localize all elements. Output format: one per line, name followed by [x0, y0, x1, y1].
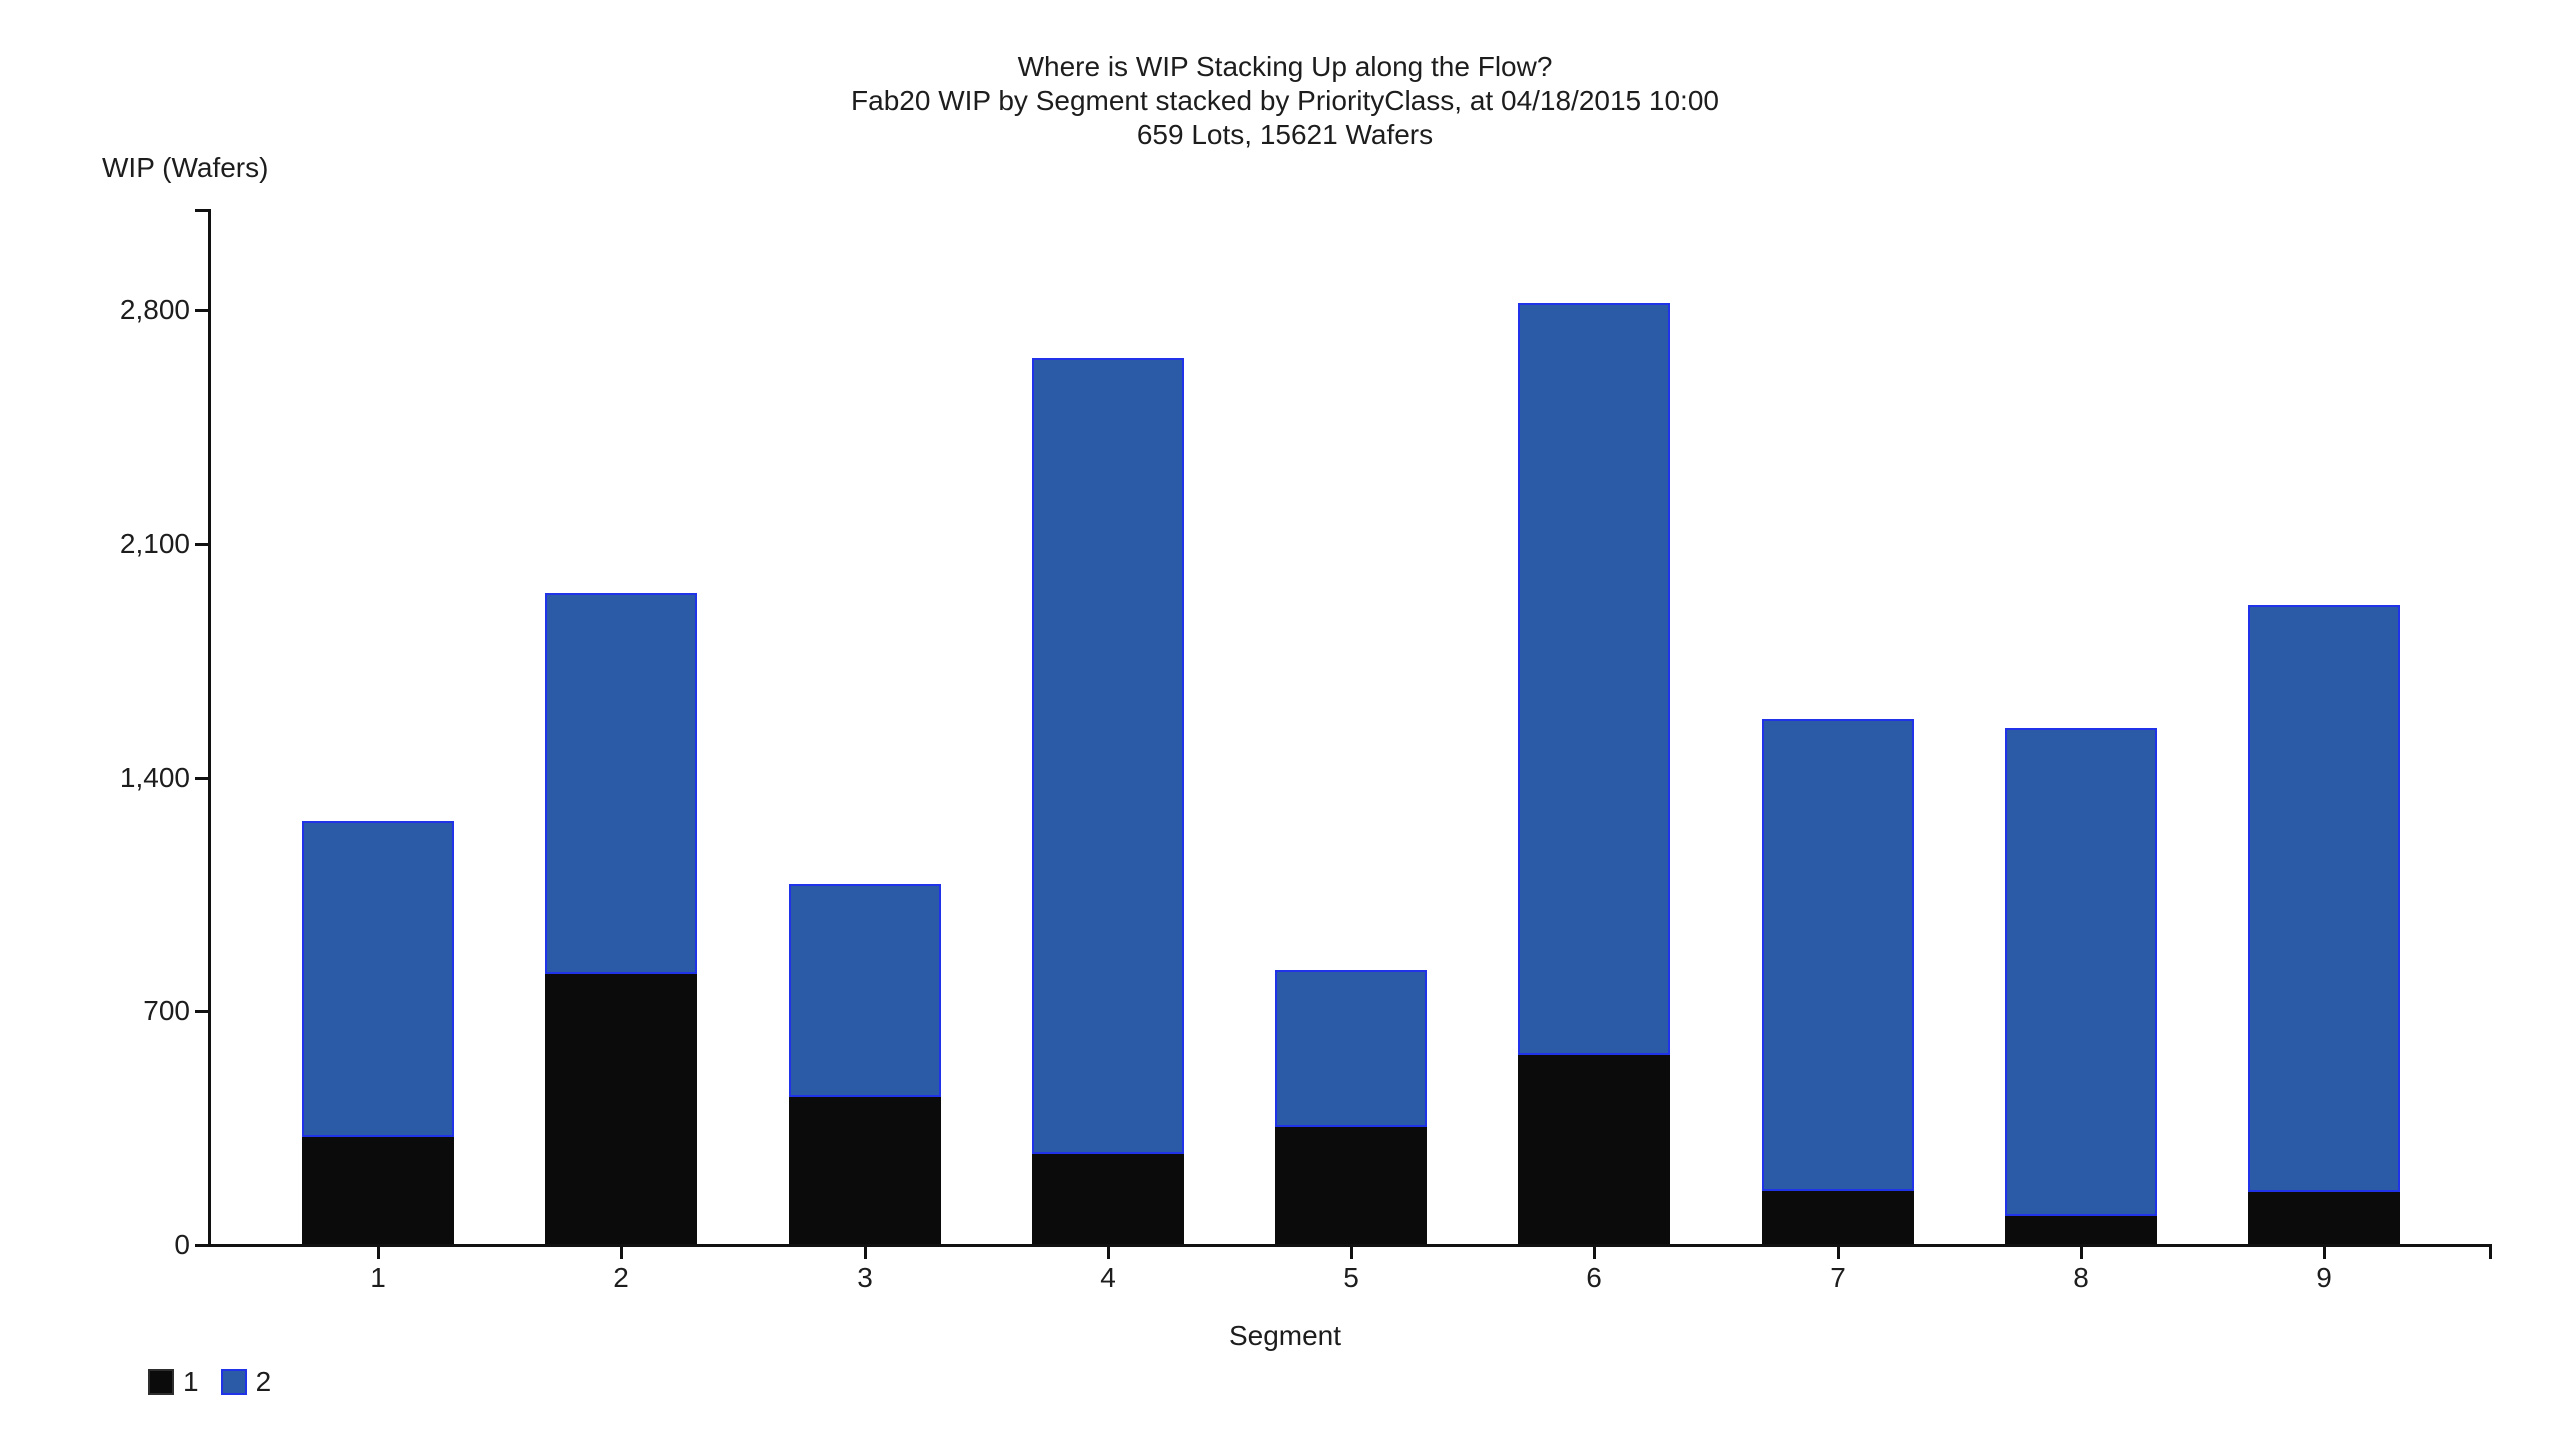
- bar-segment-7-priority-2[interactable]: [1762, 719, 1914, 1191]
- bar-segment-4-priority-2[interactable]: [1032, 358, 1184, 1154]
- x-tick-label-3: 3: [857, 1262, 873, 1293]
- chart-subtitle-counts: 659 Lots, 15621 Wafers: [1136, 119, 1434, 150]
- x-tick-5: [1350, 1247, 1353, 1259]
- x-tick-2: [620, 1247, 623, 1259]
- y-tick-label-2,100: 2,100: [119, 528, 190, 559]
- chart-title-block: Where is WIP Stacking Up along the Flow?…: [0, 50, 2570, 152]
- x-axis-end-cap-tick: [2489, 1247, 2492, 1259]
- bar-segment-9-priority-1[interactable]: [2248, 1192, 2400, 1244]
- legend-swatch-priority-1[interactable]: [148, 1369, 174, 1395]
- x-axis-line: [208, 1244, 2492, 1247]
- bar-segment-6-priority-1[interactable]: [1518, 1055, 1670, 1244]
- bar-segment-5-priority-1[interactable]: [1275, 1127, 1427, 1244]
- x-tick-label-7: 7: [1830, 1262, 1846, 1293]
- x-tick-3: [864, 1247, 867, 1259]
- bar-segment-9-priority-2[interactable]: [2248, 605, 2400, 1192]
- x-tick-label-4: 4: [1100, 1262, 1116, 1293]
- bar-segment-2-priority-2[interactable]: [545, 593, 697, 974]
- legend-swatch-priority-2[interactable]: [220, 1369, 247, 1395]
- bar-segment-5-priority-2[interactable]: [1275, 970, 1427, 1127]
- bar-segment-7-priority-1[interactable]: [1762, 1191, 1914, 1244]
- x-tick-4: [1107, 1247, 1110, 1259]
- x-tick-1: [377, 1247, 380, 1259]
- y-axis-title: WIP (Wafers): [102, 152, 269, 183]
- bar-segment-2-priority-1[interactable]: [545, 974, 697, 1244]
- y-tick-700: [195, 1010, 208, 1013]
- y-tick-1,400: [195, 777, 208, 780]
- y-tick-2,100: [195, 543, 208, 546]
- bar-segment-3-priority-1[interactable]: [789, 1097, 941, 1244]
- bar-segment-8-priority-1[interactable]: [2005, 1216, 2157, 1244]
- x-tick-label-8: 8: [2073, 1262, 2089, 1293]
- y-axis-line: [208, 209, 211, 1247]
- y-tick-label-2,800: 2,800: [119, 294, 190, 325]
- x-tick-label-2: 2: [613, 1262, 629, 1293]
- legend-label-priority-1[interactable]: 1: [183, 1366, 199, 1397]
- x-tick-7: [1837, 1247, 1840, 1259]
- x-tick-label-6: 6: [1586, 1262, 1602, 1293]
- chart-title: Where is WIP Stacking Up along the Flow?: [1017, 51, 1553, 82]
- legend-label-priority-2[interactable]: 2: [255, 1366, 272, 1397]
- x-tick-label-9: 9: [2316, 1262, 2332, 1293]
- x-tick-label-1: 1: [370, 1262, 386, 1293]
- x-axis-title: Segment: [1228, 1320, 1342, 1351]
- bar-segment-4-priority-1[interactable]: [1032, 1154, 1184, 1244]
- bar-segment-3-priority-2[interactable]: [789, 884, 941, 1097]
- bar-segment-6-priority-2[interactable]: [1518, 303, 1670, 1055]
- y-axis-top-cap-tick: [195, 209, 208, 212]
- chart-subtitle: Fab20 WIP by Segment stacked by Priority…: [851, 85, 1719, 116]
- y-tick-label-1,400: 1,400: [119, 762, 190, 793]
- x-tick-label-5: 5: [1343, 1262, 1359, 1293]
- x-tick-8: [2080, 1247, 2083, 1259]
- y-tick-label-0: 0: [174, 1229, 190, 1260]
- x-tick-9: [2323, 1247, 2326, 1259]
- bar-segment-8-priority-2[interactable]: [2005, 728, 2157, 1216]
- y-tick-0: [195, 1244, 208, 1247]
- y-tick-2,800: [195, 309, 208, 312]
- x-tick-6: [1593, 1247, 1596, 1259]
- bar-segment-1-priority-1[interactable]: [302, 1137, 454, 1244]
- bar-segment-1-priority-2[interactable]: [302, 821, 454, 1137]
- y-tick-label-700: 700: [143, 995, 190, 1026]
- legend: 1 2: [148, 1366, 271, 1398]
